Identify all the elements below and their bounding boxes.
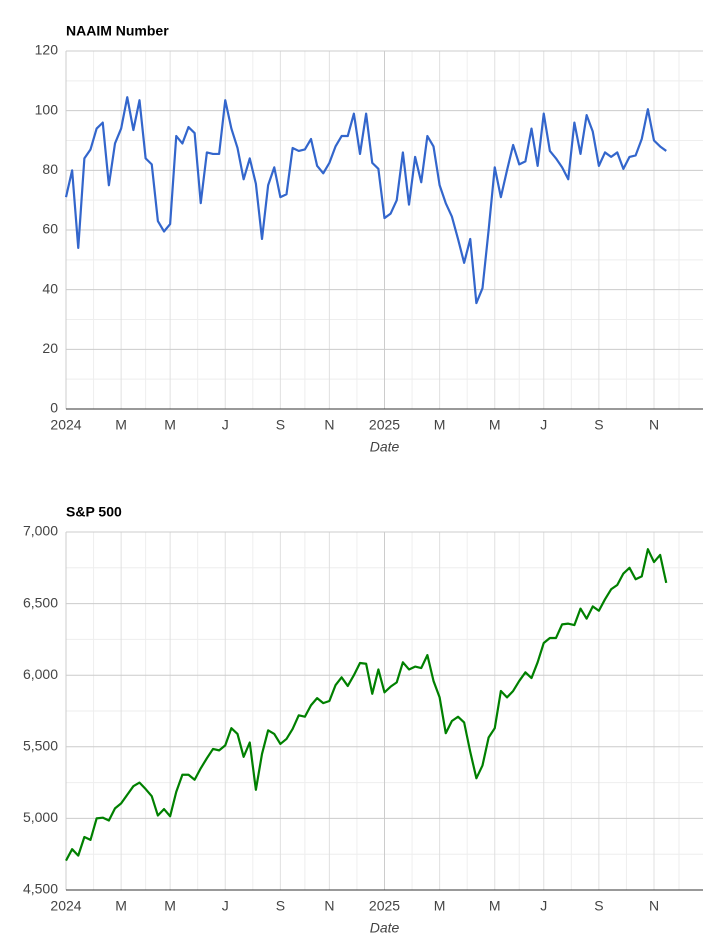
x-tick-label: M [164, 898, 176, 914]
y-tick-label: 4,500 [23, 881, 58, 897]
x-tick-label: M [115, 898, 127, 914]
data-line [64, 96, 667, 305]
x-tick-label: M [489, 417, 501, 433]
x-tick-label: M [489, 898, 501, 914]
x-axis-label: Date [370, 920, 400, 936]
x-tick-label: S [594, 898, 603, 914]
x-tick-label: M [434, 417, 446, 433]
x-tick-label: M [164, 417, 176, 433]
y-tick-label: 120 [35, 42, 59, 58]
x-tick-label: M [434, 898, 446, 914]
x-tick-label: 2024 [50, 898, 81, 914]
data-line [65, 548, 668, 862]
y-tick-label: 5,500 [23, 738, 58, 754]
x-tick-label: S [594, 417, 603, 433]
y-tick-label: 40 [42, 280, 58, 296]
x-tick-label: S [276, 417, 285, 433]
x-tick-label: J [540, 417, 547, 433]
x-tick-label: S [276, 898, 285, 914]
chart-title: S&P 500 [66, 504, 122, 520]
x-tick-label: J [540, 898, 547, 914]
x-tick-label: N [649, 898, 659, 914]
y-tick-label: 5,000 [23, 809, 58, 825]
x-tick-label: J [222, 417, 229, 433]
y-tick-label: 6,500 [23, 594, 58, 610]
x-tick-label: N [649, 417, 659, 433]
y-tick-label: 60 [42, 221, 58, 237]
chart-title: NAAIM Number [66, 23, 169, 39]
x-tick-label: M [115, 417, 127, 433]
x-tick-label: N [324, 417, 334, 433]
y-tick-label: 7,000 [23, 523, 58, 539]
x-tick-label: 2025 [369, 417, 400, 433]
y-tick-label: 6,000 [23, 666, 58, 682]
y-tick-label: 100 [35, 101, 59, 117]
x-tick-label: 2024 [50, 417, 81, 433]
x-tick-label: J [222, 898, 229, 914]
x-tick-label: 2025 [369, 898, 400, 914]
x-tick-label: N [324, 898, 334, 914]
y-tick-label: 80 [42, 161, 58, 177]
x-axis-label: Date [370, 439, 400, 455]
y-tick-label: 0 [50, 400, 58, 416]
y-tick-label: 20 [42, 340, 58, 356]
